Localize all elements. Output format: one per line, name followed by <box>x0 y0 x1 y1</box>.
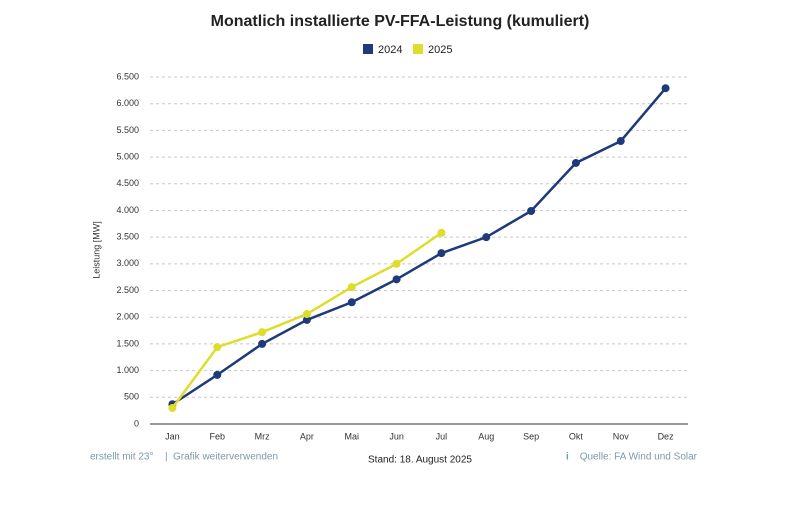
data-point <box>213 343 222 352</box>
y-tick-label: 2.500 <box>116 285 139 295</box>
legend-label: 2025 <box>428 44 452 56</box>
y-axis-label: Leistung [MW] <box>91 221 101 279</box>
data-point <box>392 259 401 268</box>
data-point <box>347 298 356 307</box>
data-point <box>302 310 311 319</box>
data-point <box>302 315 311 324</box>
y-tick-label: 4.000 <box>116 205 139 215</box>
x-tick-label: Mai <box>344 431 359 441</box>
separator: | <box>165 452 168 463</box>
x-tick-label: Jan <box>165 431 180 441</box>
y-tick-label: 5.000 <box>116 151 139 161</box>
date-note: Stand: 18. August 2025 <box>368 455 472 466</box>
reuse-link[interactable]: Grafik weiterverwenden <box>173 452 278 463</box>
data-point <box>661 84 670 93</box>
series-line <box>171 87 667 406</box>
legend-swatch <box>413 44 423 54</box>
source[interactable]: Quelle: FA Wind und Solar <box>580 452 698 463</box>
x-tick-label: Aug <box>478 431 494 441</box>
data-point <box>258 328 267 337</box>
y-tick-label: 3.500 <box>116 232 139 242</box>
data-point <box>392 275 401 284</box>
data-point <box>527 206 536 215</box>
y-tick-label: 1.500 <box>116 338 139 348</box>
y-tick-label: 500 <box>124 392 139 402</box>
x-tick-label: Jul <box>436 431 448 441</box>
x-tick-label: Nov <box>613 431 630 441</box>
y-tick-label: 5.500 <box>116 125 139 135</box>
data-point <box>437 249 446 258</box>
x-tick-label: Okt <box>569 431 584 441</box>
x-tick-label: Apr <box>300 431 314 441</box>
data-point <box>437 228 446 237</box>
x-tick-label: Sep <box>523 431 539 441</box>
x-tick-label: Mrz <box>255 431 270 441</box>
data-point <box>213 370 222 379</box>
y-tick-label: 4.500 <box>116 178 139 188</box>
y-tick-label: 1.000 <box>116 365 139 375</box>
y-tick-label: 3.000 <box>116 258 139 268</box>
y-tick-label: 2.000 <box>116 312 139 322</box>
data-point <box>482 233 491 242</box>
legend-label: 2024 <box>378 44 402 56</box>
x-tick-label: Jun <box>389 431 404 441</box>
data-point <box>347 283 356 292</box>
data-point <box>168 403 177 412</box>
data-point <box>616 137 625 146</box>
x-tick-label: Feb <box>209 431 225 441</box>
y-tick-label: 0 <box>134 418 139 428</box>
y-tick-label: 6.000 <box>116 98 139 108</box>
info-icon: i <box>566 452 569 463</box>
data-point <box>571 158 580 167</box>
data-point <box>258 339 267 348</box>
legend-swatch <box>363 44 373 54</box>
chart-title: Monatlich installierte PV-FFA-Leistung (… <box>211 13 590 30</box>
credit[interactable]: erstellt mit 23° <box>90 452 153 463</box>
y-tick-label: 6.500 <box>116 71 139 81</box>
x-tick-label: Dez <box>658 431 675 441</box>
